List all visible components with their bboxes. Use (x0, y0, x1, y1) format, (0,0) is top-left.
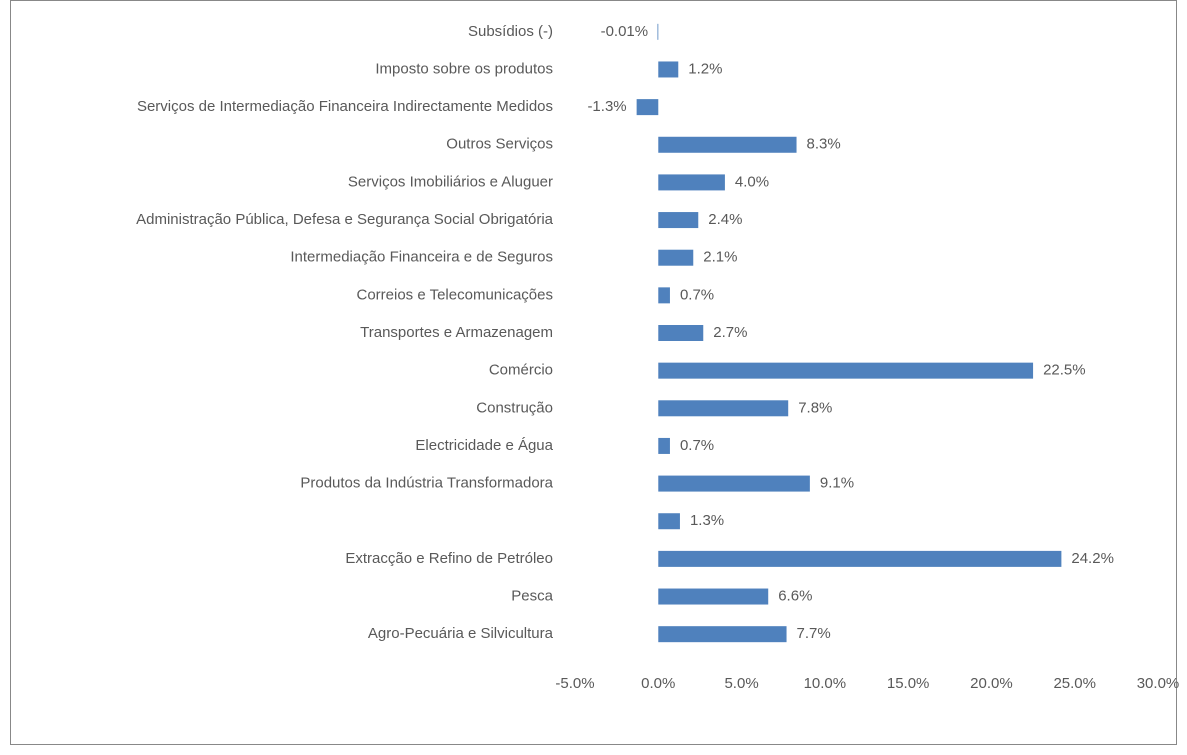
y-tick-label: Electricidade e Água (415, 437, 553, 454)
y-tick-label: Imposto sobre os produtos (375, 60, 553, 77)
data-label: 24.2% (1071, 550, 1114, 567)
data-label: 2.1% (703, 249, 737, 266)
data-label: -0.01% (601, 23, 649, 40)
data-label: 1.2% (688, 60, 722, 77)
bar (658, 249, 694, 266)
data-label: 6.6% (778, 587, 812, 604)
bar (658, 437, 670, 454)
y-tick-label: Extracção e Refino de Petróleo (345, 550, 553, 567)
y-tick-label: Outros Serviços (446, 136, 553, 153)
bar (658, 588, 769, 605)
y-tick-label: Intermediação Financeira e de Seguros (290, 249, 553, 266)
bar (658, 136, 797, 153)
bar (658, 61, 679, 78)
x-tick-label: 20.0% (970, 675, 1013, 692)
y-tick-label: Agro-Pecuária e Silvicultura (368, 625, 554, 642)
bar (636, 99, 659, 116)
data-label: 4.0% (735, 173, 769, 190)
bar (658, 513, 680, 530)
y-tick-label: Produtos da Indústria Transformadora (300, 475, 553, 492)
bar (658, 400, 789, 417)
data-label: 7.8% (798, 399, 832, 416)
data-label: 7.7% (797, 625, 831, 642)
data-label: -1.3% (587, 98, 626, 115)
data-label: 1.3% (690, 512, 724, 529)
bar (658, 174, 725, 191)
data-label: 2.7% (713, 324, 747, 341)
bar (658, 362, 1034, 379)
y-tick-label: Serviços de Intermediação Financeira Ind… (137, 98, 553, 115)
y-tick-label: Subsídios (-) (468, 23, 553, 40)
x-tick-label: 10.0% (804, 675, 847, 692)
y-tick-label: Pesca (511, 587, 553, 604)
data-label: 2.4% (708, 211, 742, 228)
x-tick-label: 15.0% (887, 675, 930, 692)
bar (658, 475, 810, 492)
y-tick-label: Serviços Imobiliários e Aluguer (348, 173, 553, 190)
x-tick-label: 30.0% (1137, 675, 1180, 692)
x-tick-label: 5.0% (724, 675, 758, 692)
y-tick-label: Administração Pública, Defesa e Seguranç… (136, 211, 554, 228)
y-tick-label: Correios e Telecomunicações (357, 286, 554, 303)
x-tick-label: 25.0% (1053, 675, 1096, 692)
y-tick-label: Construção (476, 399, 553, 416)
bar (658, 626, 787, 643)
data-label: 0.7% (680, 286, 714, 303)
bar (657, 23, 659, 40)
data-label: 8.3% (807, 136, 841, 153)
bar (658, 550, 1062, 567)
y-tick-label: Transportes e Armazenagem (360, 324, 553, 341)
bar (658, 212, 699, 229)
data-label: 22.5% (1043, 362, 1086, 379)
x-tick-label: -5.0% (555, 675, 594, 692)
x-tick-label: 0.0% (641, 675, 675, 692)
data-label: 0.7% (680, 437, 714, 454)
bar (658, 325, 704, 341)
data-label: 9.1% (820, 475, 854, 492)
bar (658, 287, 670, 304)
y-tick-label: Comércio (489, 362, 553, 379)
